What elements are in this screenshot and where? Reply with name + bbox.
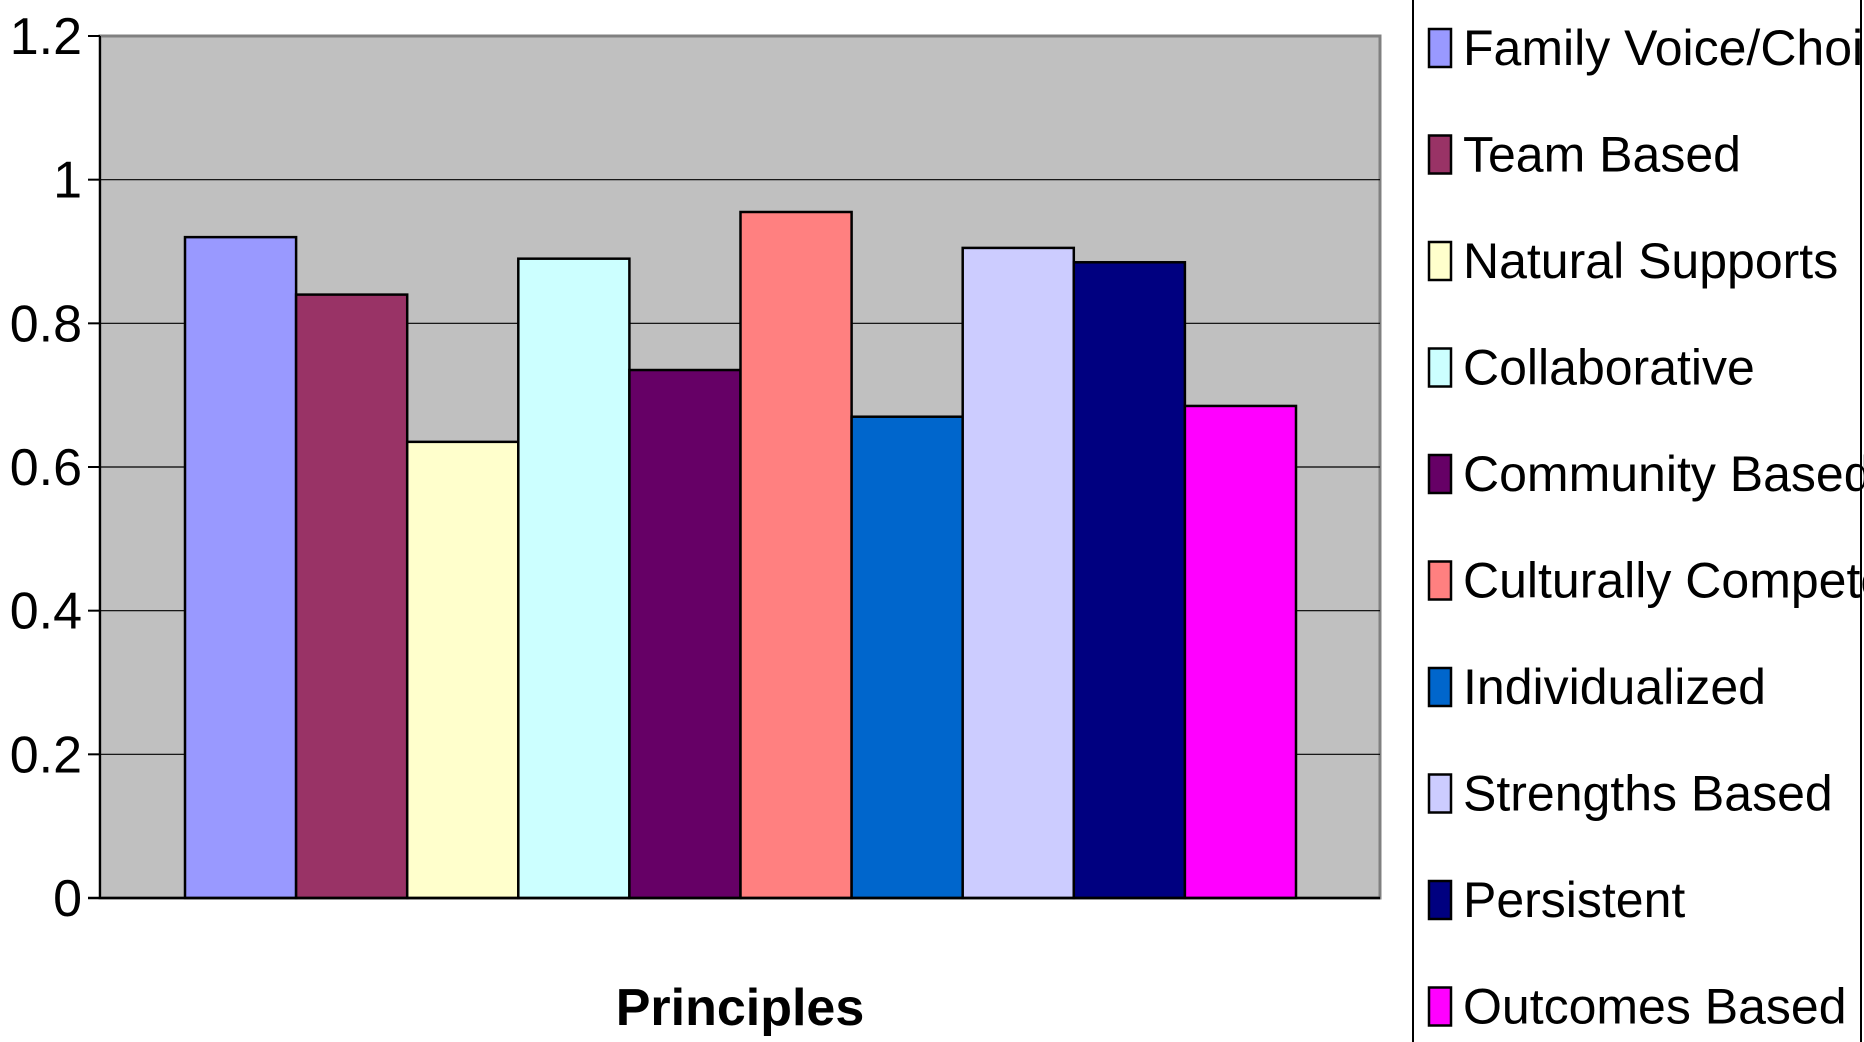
legend-label: Collaborative <box>1463 340 1755 396</box>
bar-community-based <box>628 368 742 900</box>
bar-collaborative <box>517 257 631 900</box>
y-tick-label: 0.2 <box>10 726 82 784</box>
legend-item: Collaborative <box>1427 340 1755 396</box>
legend-item: Community Based <box>1427 446 1864 502</box>
bar-individualized <box>850 415 964 900</box>
legend-swatch <box>1427 666 1453 708</box>
legend-item: Persistent <box>1427 872 1685 928</box>
legend-label: Individualized <box>1463 659 1766 715</box>
bar-natural-supports <box>405 440 520 900</box>
legend-label: Outcomes Based <box>1463 979 1847 1035</box>
legend: Family Voice/Choice Team Based Natural Sup… <box>1427 20 1864 1035</box>
x-axis-title: Principles <box>616 979 865 1037</box>
y-tick-label: 0.4 <box>10 583 82 641</box>
legend-item: Natural Supports <box>1427 233 1838 289</box>
bar-team-based <box>294 293 409 900</box>
y-tick-label: 0.6 <box>10 439 82 497</box>
legend-swatch <box>1427 560 1453 601</box>
bars <box>183 210 1298 900</box>
y-tick-label: 1.2 <box>10 8 82 66</box>
y-axis: 0 0.2 0.4 0.6 0.8 1 1.2 <box>10 8 1380 928</box>
bar-strengths-based <box>961 246 1076 900</box>
legend-item: Culturally Competent <box>1427 553 1864 609</box>
legend-item: Team Based <box>1427 127 1741 183</box>
legend-label: Community Based <box>1463 446 1864 502</box>
legend-swatch <box>1427 347 1453 388</box>
legend-swatch <box>1427 879 1453 921</box>
bar-culturally-competent <box>739 210 853 900</box>
legend-label: Family Voice/Choice <box>1463 20 1864 76</box>
y-tick-label: 0 <box>53 870 82 928</box>
bar-outcomes-based <box>1183 404 1298 900</box>
legend-swatch <box>1427 453 1453 495</box>
legend-label: Culturally Competent <box>1463 553 1864 609</box>
legend-item: Family Voice/Choice <box>1427 20 1864 76</box>
y-tick-label: 0.8 <box>10 295 82 353</box>
legend-swatch <box>1427 986 1453 1027</box>
y-tick-label: 1 <box>53 152 82 210</box>
legend-label: Team Based <box>1463 127 1741 183</box>
legend-swatch <box>1427 27 1453 69</box>
legend-item: Outcomes Based <box>1427 979 1847 1035</box>
legend-item: Strengths Based <box>1427 766 1833 822</box>
legend-label: Persistent <box>1463 872 1685 928</box>
bar-persistent <box>1072 261 1187 900</box>
legend-swatch <box>1427 134 1453 175</box>
legend-swatch <box>1427 773 1453 814</box>
legend-item: Individualized <box>1427 659 1766 715</box>
legend-swatch <box>1427 240 1453 282</box>
bar-family-voice-choice <box>183 235 298 900</box>
legend-label: Natural Supports <box>1463 233 1838 289</box>
legend-label: Strengths Based <box>1463 766 1833 822</box>
